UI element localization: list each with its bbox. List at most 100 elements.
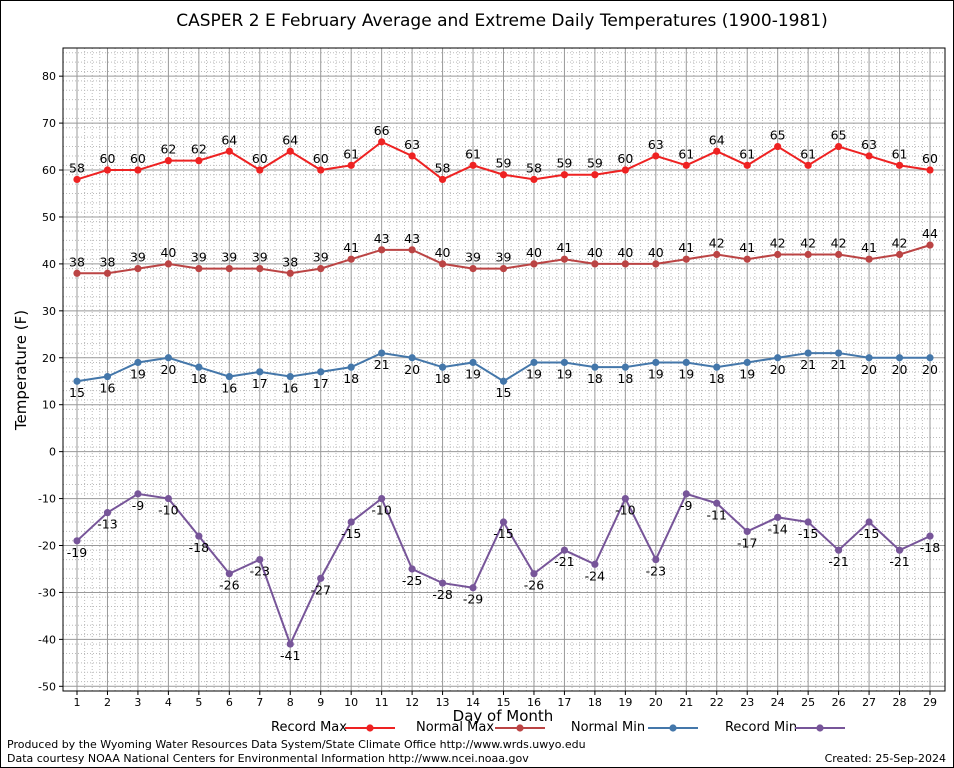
data-label-record-min: -21 — [554, 554, 574, 569]
data-point-normal-min — [621, 363, 629, 371]
data-point-normal-min — [225, 372, 233, 381]
x-tick-label: 15 — [497, 696, 511, 709]
data-point-normal-max — [591, 260, 599, 268]
data-point-normal-max — [225, 264, 233, 273]
data-label-record-max: 62 — [191, 142, 207, 157]
data-point-record-min — [804, 518, 812, 526]
data-point-record-max — [499, 171, 508, 179]
data-label-normal-max: 39 — [221, 250, 237, 265]
data-label-normal-max: 40 — [435, 245, 451, 260]
x-tick-label: 25 — [801, 696, 815, 709]
x-tick-label: 23 — [740, 696, 754, 709]
data-point-normal-max — [713, 250, 721, 259]
data-label-record-min: -17 — [737, 535, 757, 550]
data-label-record-min: -29 — [463, 592, 483, 607]
data-label-normal-min: 20 — [861, 362, 877, 377]
x-axis-label: Day of Month — [453, 707, 554, 725]
data-point-normal-max — [804, 250, 812, 259]
data-point-record-min — [225, 570, 233, 578]
data-label-record-max: 63 — [861, 137, 877, 152]
data-point-normal-min — [926, 354, 934, 362]
data-label-normal-min: 19 — [648, 366, 664, 381]
data-label-normal-min: 18 — [435, 371, 451, 386]
data-label-record-min: -10 — [158, 503, 178, 518]
data-point-record-max — [408, 152, 416, 160]
data-label-normal-max: 41 — [343, 240, 359, 255]
data-point-record-min — [256, 555, 264, 564]
data-point-normal-max — [469, 264, 477, 273]
data-point-record-max — [835, 142, 843, 151]
data-label-normal-max: 41 — [861, 240, 877, 255]
data-label-normal-min: 19 — [130, 366, 146, 381]
y-axis-ticks: -50 -40 -30 -20 -10 0 10 20 30 40 50 60 70 80 — [38, 70, 63, 693]
data-point-record-min — [317, 574, 325, 582]
data-point-normal-max — [926, 241, 934, 249]
data-point-record-min — [469, 584, 477, 592]
data-label-record-min: -23 — [250, 564, 270, 579]
x-tick-label: 4 — [165, 696, 172, 709]
chart-title: CASPER 2 E February Average and Extreme … — [176, 11, 827, 31]
data-point-record-min — [682, 490, 690, 498]
data-label-normal-min: 20 — [770, 362, 786, 377]
data-label-record-min: -18 — [920, 540, 940, 555]
data-label-normal-min: 21 — [831, 357, 847, 372]
data-point-normal-min — [591, 363, 599, 371]
data-point-normal-max — [438, 260, 447, 268]
data-label-record-max: 62 — [160, 142, 176, 157]
data-point-normal-max — [530, 260, 538, 268]
y-axis-label: Temperature (F) — [12, 310, 30, 431]
data-point-record-max — [317, 166, 325, 174]
data-point-normal-min — [713, 363, 721, 371]
data-label-record-max: 63 — [648, 137, 664, 152]
data-label-normal-min: 19 — [678, 366, 694, 381]
data-label-normal-min: 15 — [496, 385, 512, 400]
data-label-normal-min: 18 — [191, 371, 207, 386]
data-label-record-min: -9 — [132, 498, 145, 513]
data-label-record-min: -15 — [859, 526, 879, 541]
x-tick-label: 8 — [287, 696, 294, 709]
data-point-normal-max — [378, 246, 386, 254]
data-point-normal-max — [865, 255, 873, 263]
data-label-record-min: -10 — [371, 503, 391, 518]
data-point-record-max — [347, 161, 355, 169]
data-point-record-min — [835, 546, 843, 554]
data-point-record-min — [895, 546, 904, 554]
data-point-record-max — [225, 147, 233, 155]
data-label-normal-max: 42 — [770, 236, 786, 251]
x-tick-label: 9 — [317, 696, 324, 709]
data-point-record-min — [865, 518, 873, 526]
data-label-record-max: 61 — [892, 146, 908, 161]
data-point-record-max — [134, 166, 142, 174]
data-label-normal-min: 16 — [100, 381, 116, 396]
y-tick-label: 30 — [42, 305, 56, 318]
data-label-record-min: -28 — [432, 587, 452, 602]
data-label-normal-min: 20 — [922, 362, 938, 377]
data-label-record-min: -21 — [828, 554, 848, 569]
data-point-record-min — [560, 546, 569, 554]
x-tick-label: 10 — [344, 696, 358, 709]
data-label-normal-min: 20 — [892, 362, 908, 377]
y-tick-label: 10 — [42, 399, 56, 412]
data-point-record-min — [530, 570, 538, 578]
data-point-normal-min — [438, 363, 447, 371]
data-label-normal-min: 21 — [374, 357, 390, 372]
data-label-record-min: -14 — [767, 521, 787, 536]
x-tick-label: 26 — [832, 696, 846, 709]
data-point-normal-min — [286, 372, 294, 381]
data-label-record-max: 65 — [831, 128, 847, 143]
data-label-normal-min: 19 — [526, 366, 542, 381]
y-tick-label: 60 — [42, 164, 56, 177]
data-point-record-max — [774, 142, 782, 151]
data-label-normal-min: 19 — [739, 366, 755, 381]
data-label-normal-max: 41 — [678, 240, 694, 255]
x-tick-label: 29 — [923, 696, 937, 709]
data-point-record-min — [286, 640, 294, 648]
data-point-normal-max — [652, 260, 660, 268]
data-label-record-max: 60 — [313, 151, 329, 166]
data-label-normal-min: 21 — [800, 357, 816, 372]
data-label-record-max: 58 — [526, 160, 542, 175]
data-point-record-max — [73, 175, 81, 184]
data-label-record-min: -10 — [615, 503, 635, 518]
data-label-normal-min: 16 — [282, 381, 298, 396]
data-point-normal-min — [652, 358, 660, 367]
